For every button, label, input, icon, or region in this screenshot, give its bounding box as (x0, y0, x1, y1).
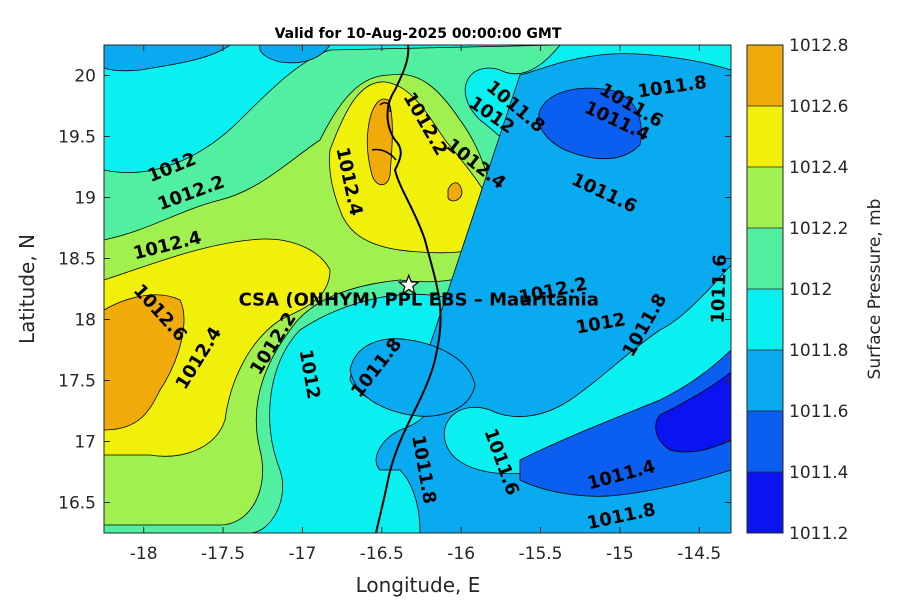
contour-fill-1011-6-center (349, 338, 476, 417)
colorbar: 1011.2 1011.4 1011.6 1011.8 1012 1012.2 1012.4… (747, 36, 848, 544)
colorbar-tick-label: 1012.6 (789, 97, 848, 117)
plot-frame (103, 44, 732, 534)
x-tick-label: -18 (130, 544, 158, 564)
site-label: CSA (ONHYM) PPL EBS – Mauritania (239, 289, 599, 310)
colorbar-tick-label: 1011.8 (789, 341, 848, 361)
y-tick-label: 18.5 (58, 250, 96, 270)
contour-fill-1011-6-nw (104, 45, 231, 72)
site-annotation: CSA (ONHYM) PPL EBS – Mauritania (239, 273, 599, 310)
y-tick-label: 17.5 (58, 372, 96, 392)
colorbar-tick-label: 1011.6 (789, 402, 848, 422)
y-tick-label: 19.5 (58, 128, 96, 148)
x-tick-label: -16 (447, 544, 475, 564)
colorbar-segment (747, 472, 783, 533)
colorbar-tick-label: 1012.8 (789, 36, 848, 56)
y-axis-label: Latitude, N (15, 234, 39, 344)
x-tick-label: -14.5 (677, 544, 721, 564)
colorbar-tick-label: 1012 (789, 280, 832, 300)
contour-label: 1011.6 (708, 254, 731, 324)
plot-area (104, 45, 731, 533)
contour-fill-1012-6 (104, 294, 185, 431)
colorbar-tick-label: 1011.2 (789, 524, 848, 544)
contour-fill-1012-6-dot (447, 182, 463, 202)
colorbar-tick-label: 1012.4 (789, 158, 848, 178)
y-tick-label: 20 (74, 67, 96, 87)
y-tick-label: 19 (74, 189, 96, 209)
contour-fill-1012-4 (104, 238, 331, 457)
contour-fill-1011-4-se (519, 349, 731, 497)
colorbar-frame (746, 44, 784, 534)
coastline (375, 45, 442, 533)
colorbar-segment (747, 350, 783, 411)
x-axis-ticks: -18 -17.5 -17 -16.5 -16 -15.5 -15 -14.5 (130, 45, 721, 564)
colorbar-tick-label: 1012.2 (789, 219, 848, 239)
x-tick-label: -17.5 (201, 544, 245, 564)
y-tick-label: 18 (74, 311, 96, 331)
colorbar-segment (747, 106, 783, 167)
colorbar-segment (747, 167, 783, 228)
x-tick-label: -16.5 (360, 544, 404, 564)
contour-fill-1012-6-north (366, 98, 393, 186)
colorbar-segment (747, 289, 783, 350)
colorbar-label: Surface Pressure, mb (865, 199, 885, 380)
colorbar-segment (747, 411, 783, 472)
x-axis-label: Longitude, E (356, 573, 481, 597)
colorbar-segment (747, 228, 783, 289)
x-tick-label: -15.5 (519, 544, 563, 564)
x-tick-label: -15 (606, 544, 634, 564)
contour-fill-1011-6-n (259, 45, 331, 64)
filled-contours (104, 45, 731, 533)
x-tick-label: -17 (289, 544, 317, 564)
y-tick-label: 17 (74, 433, 96, 453)
y-axis-ticks: 16.5 17 17.5 18 18.5 19 19.5 20 (58, 67, 731, 514)
y-tick-label: 16.5 (58, 494, 96, 514)
contour-fill-1011-4-ne (538, 87, 642, 160)
colorbar-tick-label: 1011.4 (789, 463, 848, 483)
site-star-marker (397, 273, 420, 295)
coastline-island (371, 102, 397, 161)
colorbar-segment (747, 45, 783, 106)
contour-fill-1011-2-se (655, 371, 731, 453)
chart-title: Valid for 10-Aug-2025 00:00:00 GMT (275, 26, 562, 42)
